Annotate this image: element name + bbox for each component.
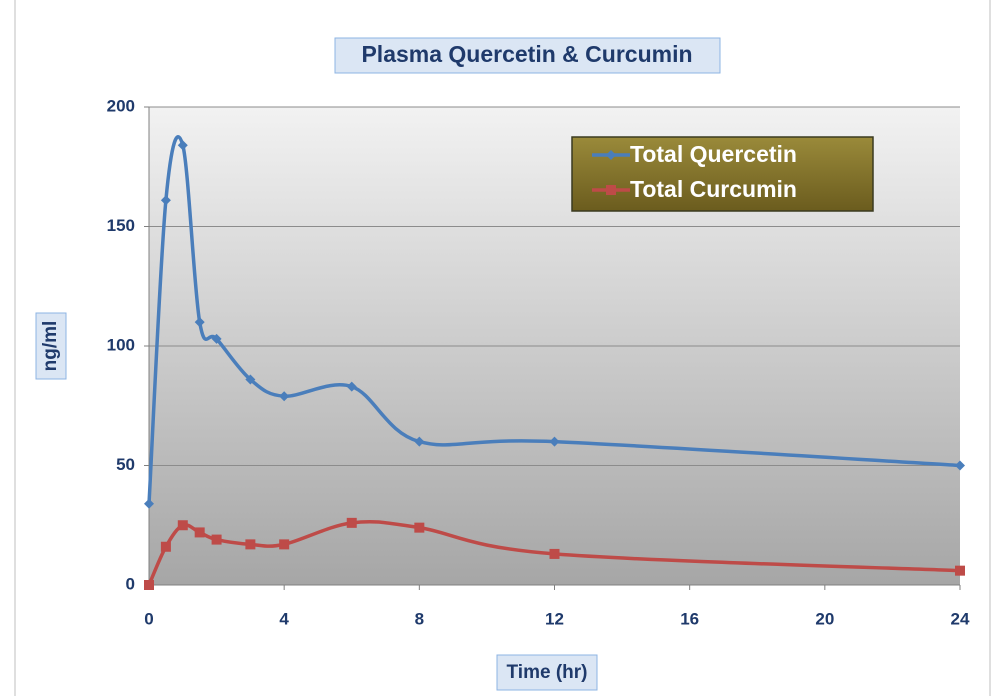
marker <box>549 436 560 447</box>
marker <box>144 580 154 590</box>
marker <box>245 374 256 385</box>
legend-label: Total Curcumin <box>630 176 797 202</box>
x-tick-label: 4 <box>279 609 289 628</box>
legend-marker <box>606 150 616 160</box>
marker <box>177 140 188 151</box>
x-tick-label: 12 <box>545 609 564 628</box>
marker <box>549 548 560 559</box>
y-tick-label: 200 <box>107 96 135 115</box>
y-tick-label: 50 <box>116 455 135 474</box>
marker <box>144 498 154 509</box>
marker <box>194 527 205 538</box>
marker <box>955 565 965 576</box>
marker <box>194 317 205 328</box>
marker <box>279 539 290 550</box>
marker <box>211 534 222 545</box>
legend <box>571 136 874 212</box>
legend-marker <box>606 185 616 195</box>
x-tick-label: 24 <box>951 609 970 628</box>
legend-label: Total Quercetin <box>630 141 797 167</box>
x-tick-label: 16 <box>680 609 699 628</box>
marker <box>346 381 357 392</box>
y-label-box <box>35 312 67 380</box>
marker <box>346 517 357 528</box>
title-box <box>334 37 721 74</box>
y-tick-label: 150 <box>107 216 135 235</box>
marker <box>211 333 222 344</box>
x-tick-label: 20 <box>815 609 834 628</box>
marker <box>177 520 188 531</box>
marker <box>245 539 256 550</box>
chart-title: Plasma Quercetin & Curcumin <box>361 41 692 67</box>
marker <box>414 522 425 533</box>
marker <box>160 195 171 206</box>
marker <box>955 460 965 471</box>
y-tick-label: 0 <box>126 574 135 593</box>
y-axis-label: ng/ml <box>40 321 61 372</box>
marker <box>414 436 425 447</box>
x-tick-label: 0 <box>144 609 153 628</box>
x-axis-label: Time (hr) <box>507 662 588 683</box>
marker <box>279 391 290 402</box>
marker <box>160 541 171 552</box>
y-tick-label: 100 <box>107 335 135 354</box>
x-label-box <box>496 654 598 691</box>
x-tick-label: 8 <box>415 609 424 628</box>
